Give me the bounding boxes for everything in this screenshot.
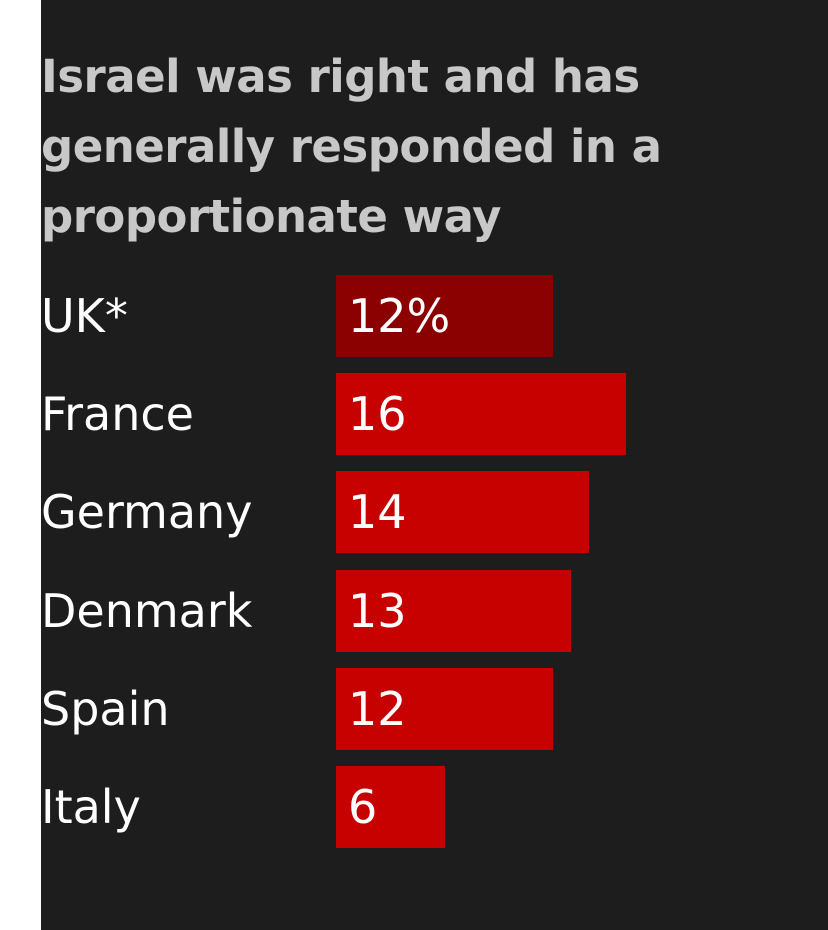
- category-label: Italy: [41, 780, 141, 834]
- category-label: Denmark: [41, 584, 253, 638]
- bar: [336, 668, 553, 750]
- bar: [336, 471, 589, 553]
- chart-title: Israel was right and has generally respo…: [41, 50, 662, 243]
- bar: [336, 766, 445, 848]
- bar-chart: UK* 12% France 16 Germany 14 Denmark 13 Spain 12 I…: [41, 0, 828, 930]
- bar-value-label: 12: [348, 682, 407, 736]
- category-label: UK*: [41, 289, 128, 343]
- chart-canvas: Israel was right and has generally respo…: [41, 0, 828, 930]
- bar-value-label: 12%: [348, 289, 451, 343]
- bar: [336, 275, 553, 357]
- bar: [336, 373, 626, 455]
- bar-value-label: 13: [348, 584, 407, 638]
- category-label: France: [41, 387, 194, 441]
- bar: [336, 570, 571, 652]
- bar-value-label: 6: [348, 780, 378, 834]
- category-label: Germany: [41, 485, 253, 539]
- bar-value-label: 14: [348, 485, 407, 539]
- bar-value-label: 16: [348, 387, 407, 441]
- category-label: Spain: [41, 682, 170, 736]
